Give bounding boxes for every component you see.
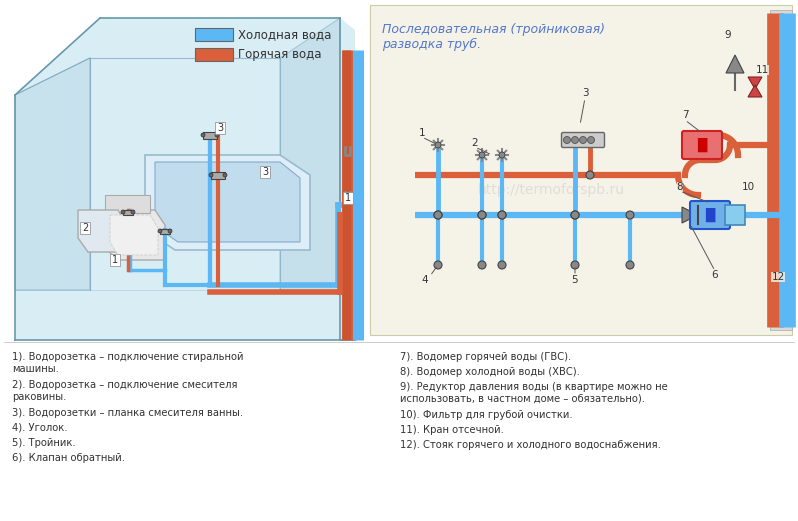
Text: 10). Фильтр для грубой очистки.: 10). Фильтр для грубой очистки. xyxy=(400,410,573,420)
Circle shape xyxy=(587,137,595,143)
Bar xyxy=(105,195,150,213)
Polygon shape xyxy=(15,58,90,290)
Polygon shape xyxy=(78,210,126,252)
Text: 3). Водорозетки – планка смесителя ванны.: 3). Водорозетки – планка смесителя ванны… xyxy=(12,408,243,418)
Circle shape xyxy=(498,211,506,219)
Circle shape xyxy=(479,152,485,158)
Circle shape xyxy=(434,261,442,269)
Polygon shape xyxy=(155,162,300,242)
Text: 4: 4 xyxy=(421,275,429,285)
Polygon shape xyxy=(682,207,698,223)
Text: 10: 10 xyxy=(741,182,755,192)
Bar xyxy=(195,48,233,61)
FancyBboxPatch shape xyxy=(682,131,722,159)
Text: 7). Водомер горячей воды (ГВС).: 7). Водомер горячей воды (ГВС). xyxy=(400,352,571,362)
Circle shape xyxy=(563,137,571,143)
Circle shape xyxy=(626,261,634,269)
Text: 1: 1 xyxy=(345,193,351,203)
Text: 2). Водорозетка – подключение смесителя
раковины.: 2). Водорозетка – подключение смесителя … xyxy=(12,380,238,402)
Text: 5). Тройник.: 5). Тройник. xyxy=(12,438,76,448)
Polygon shape xyxy=(105,210,165,260)
Text: 12: 12 xyxy=(772,272,784,282)
Text: Холодная вода: Холодная вода xyxy=(238,28,331,41)
Bar xyxy=(160,229,170,234)
Circle shape xyxy=(478,211,486,219)
FancyBboxPatch shape xyxy=(562,132,605,147)
Circle shape xyxy=(121,210,125,214)
Text: 3: 3 xyxy=(262,167,268,177)
Polygon shape xyxy=(726,55,744,73)
Polygon shape xyxy=(280,18,340,290)
Circle shape xyxy=(571,137,579,143)
Text: 3: 3 xyxy=(217,123,223,133)
Circle shape xyxy=(571,211,579,219)
Text: 9: 9 xyxy=(725,30,731,40)
Text: 1: 1 xyxy=(112,255,118,265)
Polygon shape xyxy=(15,18,355,340)
Bar xyxy=(203,132,217,139)
Text: 1: 1 xyxy=(419,128,425,138)
Text: 4). Уголок.: 4). Уголок. xyxy=(12,423,68,433)
Text: Горячая вода: Горячая вода xyxy=(238,48,322,61)
Text: 2: 2 xyxy=(472,138,478,148)
Circle shape xyxy=(131,210,135,214)
Polygon shape xyxy=(748,77,762,89)
Circle shape xyxy=(478,211,486,219)
Circle shape xyxy=(209,173,213,177)
FancyBboxPatch shape xyxy=(690,201,730,229)
Circle shape xyxy=(434,211,442,219)
Text: 9). Редуктор давления воды (в квартире можно не
использовать, в частном доме – о: 9). Редуктор давления воды (в квартире м… xyxy=(400,382,668,404)
Text: Последовательная (тройниковая)
разводка труб.: Последовательная (тройниковая) разводка … xyxy=(382,23,605,51)
Circle shape xyxy=(579,137,587,143)
Circle shape xyxy=(586,171,594,179)
Polygon shape xyxy=(748,85,762,97)
Circle shape xyxy=(571,261,579,269)
Bar xyxy=(725,205,745,225)
Text: 3: 3 xyxy=(582,88,588,98)
Circle shape xyxy=(223,173,227,177)
Circle shape xyxy=(499,152,505,158)
Text: 8: 8 xyxy=(677,182,683,192)
Circle shape xyxy=(478,261,486,269)
Circle shape xyxy=(434,211,442,219)
Text: ▉: ▉ xyxy=(705,208,715,222)
Bar xyxy=(370,5,792,335)
Circle shape xyxy=(498,261,506,269)
Text: 6: 6 xyxy=(712,270,718,280)
Circle shape xyxy=(435,142,441,148)
Bar xyxy=(211,172,225,179)
Circle shape xyxy=(498,211,506,219)
Circle shape xyxy=(168,229,172,233)
Text: 11: 11 xyxy=(756,65,768,75)
Circle shape xyxy=(571,211,579,219)
Polygon shape xyxy=(110,215,158,255)
Circle shape xyxy=(158,229,162,233)
Text: 11). Кран отсечной.: 11). Кран отсечной. xyxy=(400,425,504,435)
Bar xyxy=(195,28,233,41)
Text: 8). Водомер холодной воды (ХВС).: 8). Водомер холодной воды (ХВС). xyxy=(400,367,580,377)
Circle shape xyxy=(201,133,205,137)
Bar xyxy=(123,210,133,215)
Text: 2: 2 xyxy=(82,223,88,233)
Text: ▉: ▉ xyxy=(697,138,707,152)
Text: 6). Клапан обратный.: 6). Клапан обратный. xyxy=(12,453,125,463)
Text: 7: 7 xyxy=(681,110,689,120)
Text: 5: 5 xyxy=(571,275,579,285)
Circle shape xyxy=(626,211,634,219)
Polygon shape xyxy=(145,155,310,250)
Text: http://termoforspb.ru: http://termoforspb.ru xyxy=(477,183,625,197)
Bar xyxy=(770,10,792,330)
Text: 1). Водорозетка – подключение стиральной
машины.: 1). Водорозетка – подключение стиральной… xyxy=(12,352,243,374)
Text: 12). Стояк горячего и холодного водоснабжения.: 12). Стояк горячего и холодного водоснаб… xyxy=(400,440,661,450)
Circle shape xyxy=(215,133,219,137)
